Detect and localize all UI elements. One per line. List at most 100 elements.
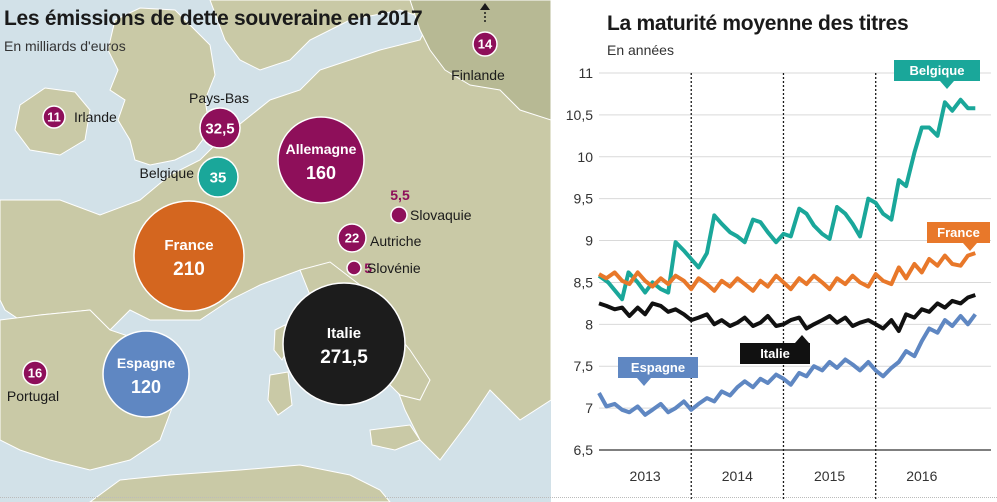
bubble-circle-slovnie [346,260,362,276]
bubble-circle-slovaquie [390,206,408,224]
bubble-circle-paysbas [199,107,241,149]
series-tag-text-espagne: Espagne [631,360,685,375]
bubble-circle-portugal [22,360,48,386]
series-tag-pointer-italie [795,335,809,343]
bubble-circle-espagne [102,330,190,418]
x-tick-label: 2014 [722,468,753,484]
north-africa-landmass [89,464,391,502]
y-tick-label: 8 [585,316,593,332]
bubble-espagne: Espagne 120 [102,330,190,418]
map-subtitle: En milliards d'euros [4,38,126,54]
y-tick-label: 9 [585,233,593,249]
bubble-value-finlande: 14 [478,37,493,52]
chart-title: La maturité moyenne des titres [607,12,909,35]
y-tick-label: 11 [578,65,593,81]
bubble-circle-belgique [197,156,239,198]
bubble-circle-autriche [337,223,367,253]
britain-landmass [107,7,216,166]
country-label-autriche: Autriche [370,233,422,249]
series-tag-text-france: France [937,225,980,240]
country-label-portugal: Portugal [7,388,59,404]
bottom-divider [0,497,997,498]
series-label-layer: Belgique France Italie Espagne [618,60,990,386]
bubble-value-paysbas: 32,5 [205,120,234,137]
y-tick-label: 10 [577,149,593,165]
y-tick-label: 10,5 [566,107,593,123]
series-tag-text-italie: Italie [760,346,790,361]
map-panel: 11 Irlande 32,5 Pays-Bas 35 Belgique Allemagne… [0,0,551,502]
series-tag-belgique: Belgique [894,60,980,89]
y-tick-label: 7,5 [574,358,594,374]
series-tag-pointer-espagne [637,378,651,386]
bubble-italie: Italie 271,5 [282,282,406,406]
x-tick-label: 2016 [906,468,937,484]
country-label-belgique: Belgique [140,165,195,181]
bubble-circle-irlande [42,105,66,129]
bubble-name-allemagne: Allemagne [286,141,357,157]
series-tag-text-belgique: Belgique [910,63,965,78]
bubble-portugal: 16 Portugal [7,360,59,404]
bubble-value-slovaquie: 5,5 [390,187,410,203]
series-line-belgique [597,97,976,302]
country-label-slovaquie: Slovaquie [410,207,472,223]
bubble-value-portugal: 16 [28,366,42,381]
bubble-belgique: 35 Belgique [140,156,239,198]
series-tag-pointer-france [963,243,977,251]
country-label-finlande: Finlande [451,67,505,83]
bubble-name-espagne: Espagne [117,355,176,371]
y-tick-label: 9,5 [574,191,594,207]
bubble-circle-finlande [472,31,498,57]
series-line-france [598,251,976,293]
europe-map: 11 Irlande 32,5 Pays-Bas 35 Belgique Allemagne… [0,0,551,502]
axis-layer: 11 10,5 10 9,5 9 8,5 8 7,5 7 6,5 2013 2014 2015 2016 [566,65,938,484]
bubble-value-belgique: 35 [210,169,227,186]
bubble-paysbas: 32,5 Pays-Bas [189,90,249,149]
series-tag-bg-italie [740,343,810,364]
x-tick-label: 2013 [630,468,661,484]
y-tick-label: 6,5 [574,442,594,458]
chart-subtitle: En années [607,42,674,58]
bubble-value-espagne: 120 [131,377,161,397]
bubble-layer: 11 Irlande 32,5 Pays-Bas 35 Belgique Allemagne… [7,31,505,418]
bubble-finlande: 14 Finlande [451,31,505,83]
bubble-value-irlande: 11 [47,110,61,125]
bubble-name-france: France [164,237,213,254]
bubble-allemagne: Allemagne 160 [277,116,365,204]
series-tag-italie: Italie [740,335,810,364]
series-line-espagne [597,313,977,417]
series-tag-france: France [927,222,990,251]
bubble-value-allemagne: 160 [306,163,336,183]
series-tag-bg-espagne [618,357,698,378]
bubble-circle-france [133,200,245,312]
y-tick-label: 8,5 [574,274,594,290]
bubble-name-italie: Italie [327,325,361,342]
bubble-value-italie: 271,5 [320,347,368,368]
country-label-slovnie: Slovénie [367,260,421,276]
finland-arrow [480,3,490,22]
chart-panel: La maturité moyenne des titres En années… [552,0,997,502]
map-title: Les émissions de dette souveraine en 201… [4,7,423,30]
bubble-circle-italie [282,282,406,406]
country-label-irlande: Irlande [74,109,117,125]
x-tick-label: 2015 [814,468,845,484]
series-line-italie [598,293,976,333]
series-tag-bg-belgique [894,60,980,81]
sardinia-landmass [267,371,293,416]
series-tag-espagne: Espagne [618,357,698,386]
bubble-france: France 210 [133,200,245,312]
series-tag-pointer-belgique [940,81,954,89]
bubble-circle-allemagne [277,116,365,204]
bubble-autriche: 22 Autriche [337,223,422,253]
series-layer [597,97,977,417]
sicily-landmass [369,424,421,451]
bubble-value-france: 210 [173,259,205,280]
bubble-irlande: 11 Irlande [42,105,117,129]
scandinavia-landmass [409,0,551,121]
bubble-value-autriche: 22 [345,231,359,246]
y-tick-label: 7 [585,400,593,416]
bubble-value-slovnie: 5 [364,260,372,276]
series-tag-bg-france [927,222,990,243]
